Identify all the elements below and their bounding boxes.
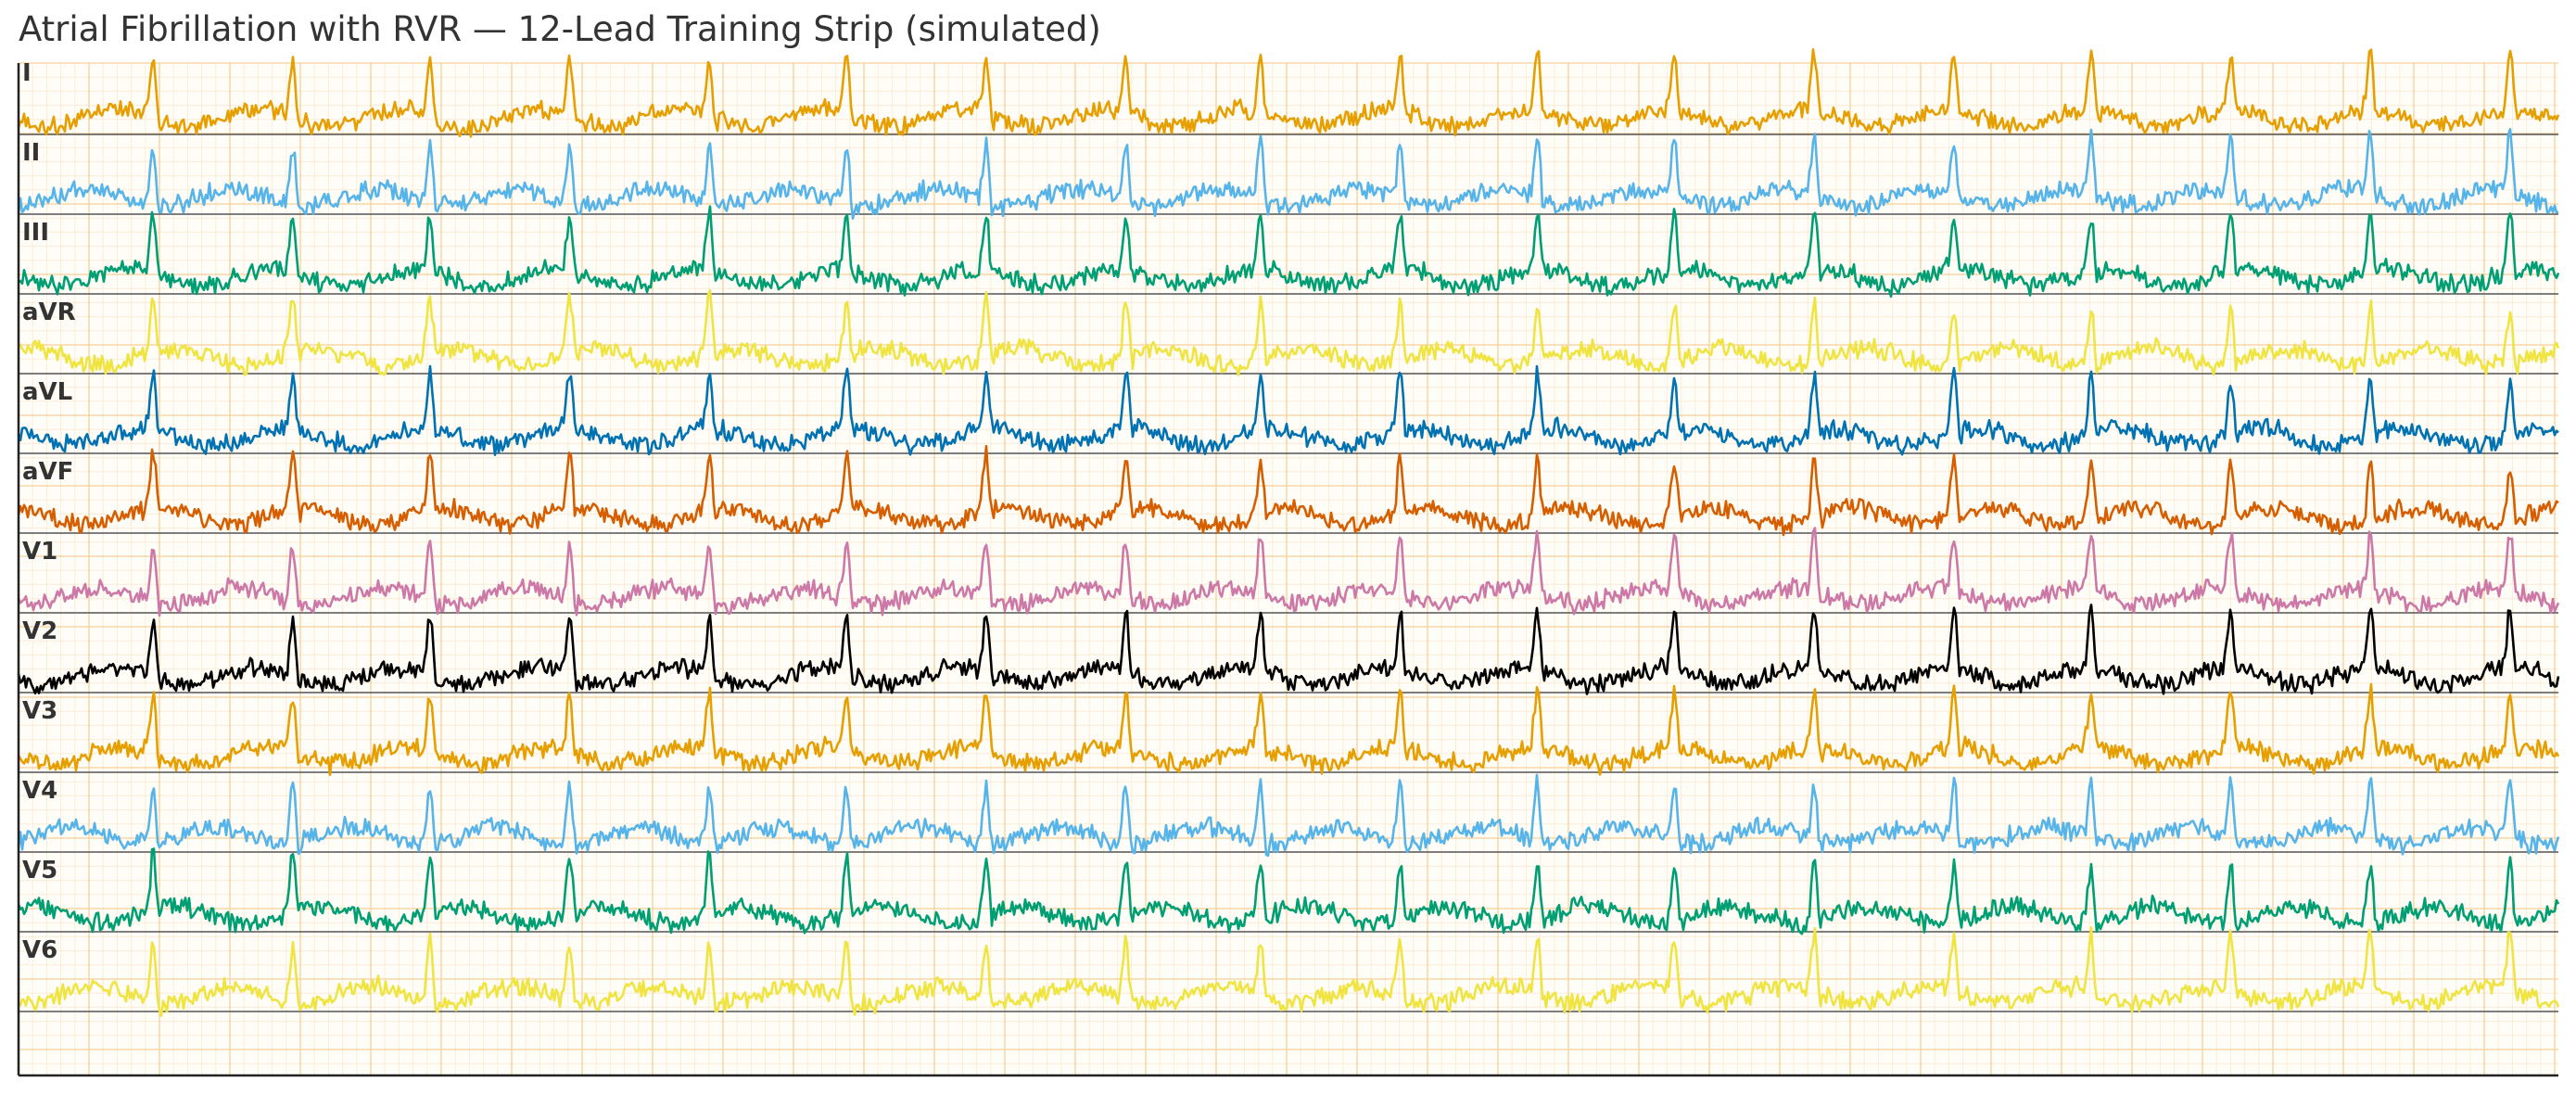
trace-v4	[17, 773, 2560, 858]
trace-i	[17, 48, 2560, 138]
lead-label-avl: aVL	[22, 378, 72, 406]
trace-v6	[17, 925, 2560, 1017]
lead-label-v3: V3	[22, 697, 57, 725]
baselines	[19, 134, 2558, 1012]
chart-title: Atrial Fibrillation with RVR — 12-Lead T…	[19, 9, 1101, 49]
trace-ii	[17, 128, 2559, 220]
minor-grid	[19, 63, 2558, 1075]
traces	[17, 48, 2560, 1017]
axes	[17, 63, 2558, 1077]
trace-v5	[17, 847, 2560, 935]
trace-v2	[17, 604, 2560, 695]
trace-v3	[17, 682, 2560, 776]
lead-label-avf: aVF	[22, 458, 73, 486]
trace-avl	[17, 364, 2559, 456]
lead-label-avr: aVR	[22, 299, 76, 326]
lead-label-iii: III	[22, 219, 49, 247]
lead-label-ii: II	[22, 139, 40, 167]
trace-iii	[18, 205, 2560, 299]
trace-v1	[17, 527, 2560, 617]
lead-label-v6: V6	[22, 936, 57, 964]
lead-label-v4: V4	[22, 777, 57, 805]
lead-label-v2: V2	[22, 617, 57, 645]
lead-label-v5: V5	[22, 857, 57, 884]
lead-label-v1: V1	[22, 538, 57, 566]
trace-avr	[18, 289, 2560, 377]
lead-label-i: I	[22, 59, 32, 87]
trace-avf	[17, 444, 2559, 537]
